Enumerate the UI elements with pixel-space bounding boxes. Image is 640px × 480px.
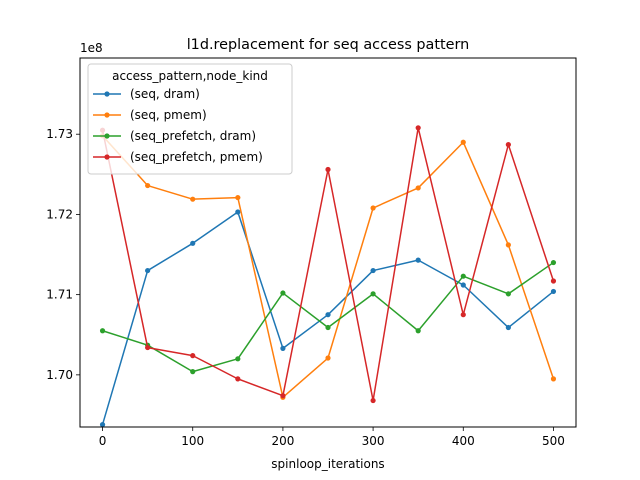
data-point	[235, 356, 241, 362]
y-tick-label: 1.73	[46, 127, 73, 141]
data-point	[550, 259, 557, 266]
data-point	[190, 369, 196, 375]
data-point	[460, 273, 466, 279]
legend: access_pattern,node_kind (seq, dram) (seq,…	[87, 63, 293, 175]
data-point	[99, 421, 106, 428]
y-tick-label: 1.72	[46, 207, 73, 221]
data-point	[460, 312, 466, 318]
data-point	[280, 393, 286, 399]
data-point	[280, 290, 286, 296]
data-point	[460, 139, 466, 145]
data-point	[325, 355, 331, 361]
plot-frame	[79, 57, 577, 428]
data-point	[415, 125, 421, 131]
legend-entry: (seq, pmem)	[130, 108, 207, 122]
data-point	[190, 353, 196, 359]
y-tick-label: 1.71	[46, 288, 73, 302]
legend-box	[87, 63, 293, 175]
data-point	[370, 267, 376, 274]
data-point	[505, 142, 511, 148]
data-point	[550, 288, 557, 295]
x-tick-label: 300	[362, 434, 385, 448]
data-point	[505, 324, 511, 331]
data-point	[505, 291, 511, 297]
legend-swatch-marker	[104, 91, 110, 97]
data-point	[550, 278, 557, 284]
data-point	[190, 240, 196, 246]
data-point	[145, 182, 151, 189]
data-point	[235, 194, 241, 201]
legend-entry: (seq, dram)	[130, 87, 200, 101]
data-point	[415, 257, 421, 263]
x-axis-label: spinloop_iterations	[271, 457, 384, 471]
data-point	[550, 376, 557, 382]
y-offset-label: 1e8	[80, 41, 103, 55]
data-point	[235, 209, 241, 215]
data-point	[415, 328, 421, 334]
data-point	[415, 185, 421, 191]
legend-entry: (seq_prefetch, dram)	[130, 129, 256, 143]
legend-entry: (seq_prefetch, pmem)	[130, 150, 263, 164]
data-point	[325, 324, 331, 331]
x-tick-label: 0	[99, 434, 107, 448]
data-point	[460, 282, 466, 288]
x-tick-label: 100	[181, 434, 204, 448]
data-point	[145, 267, 151, 274]
data-point	[235, 376, 241, 382]
x-axis: 0 100 200 300 400 500	[99, 427, 565, 448]
data-point	[325, 166, 331, 173]
data-point	[325, 312, 331, 318]
data-point	[370, 397, 376, 404]
legend-swatch-marker	[104, 154, 110, 160]
y-axis: 1.70 1.71 1.72 1.73	[46, 127, 80, 382]
legend-title: access_pattern,node_kind	[112, 69, 268, 83]
y-tick-label: 1.70	[46, 368, 73, 382]
plot-area	[99, 125, 557, 428]
data-point	[505, 242, 511, 248]
x-tick-label: 200	[271, 434, 294, 448]
legend-swatch-marker	[104, 112, 110, 118]
chart-title: l1d.replacement for seq access pattern	[187, 37, 470, 53]
data-point	[99, 328, 106, 334]
x-tick-label: 400	[452, 434, 475, 448]
data-point	[370, 291, 376, 297]
legend-swatch-marker	[104, 133, 110, 139]
data-point	[280, 345, 286, 351]
x-tick-label: 500	[542, 434, 565, 448]
data-point	[370, 205, 376, 211]
data-point	[145, 344, 151, 351]
data-point	[190, 196, 196, 202]
